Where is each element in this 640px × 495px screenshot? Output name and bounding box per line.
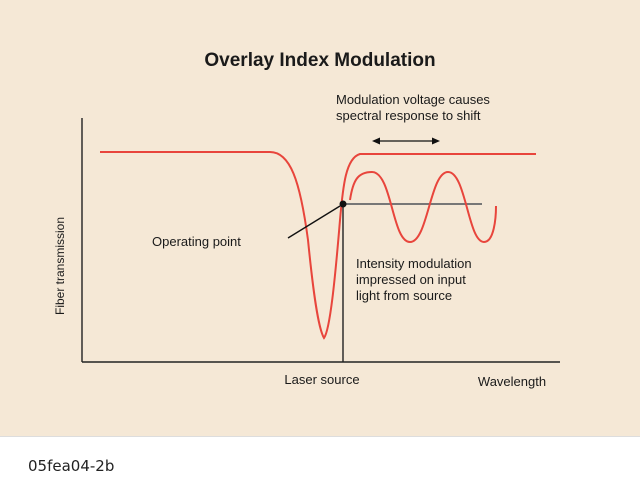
- operating-point-marker: [339, 200, 347, 208]
- operating-point-label: Operating point: [152, 234, 241, 249]
- diagram-canvas: Overlay Index Modulation Modulation volt…: [53, 50, 560, 389]
- x-axis-label: Wavelength: [478, 374, 546, 389]
- shift-annotation-line2: spectral response to shift: [336, 108, 481, 123]
- shift-arrow-right-head: [432, 137, 440, 145]
- y-axis-label: Fiber transmission: [53, 217, 67, 315]
- shift-arrow-left-head: [372, 137, 380, 145]
- intensity-modulation-wave: [349, 170, 497, 244]
- shift-annotation-line1: Modulation voltage causes: [336, 92, 490, 107]
- intensity-annotation-line1: Intensity modulation: [356, 256, 472, 271]
- intensity-annotation-line2: impressed on input: [356, 272, 466, 287]
- laser-source-label: Laser source: [284, 372, 359, 387]
- diagram-title: Overlay Index Modulation: [204, 50, 435, 71]
- transmission-curve: [100, 151, 536, 340]
- diagram-figure: Overlay Index Modulation Modulation volt…: [0, 0, 640, 436]
- operating-point-leader: [287, 205, 341, 239]
- figure-caption: 05fea04-2b: [28, 457, 115, 475]
- intensity-annotation-line3: light from source: [356, 288, 452, 303]
- caption-bar: 05fea04-2b: [0, 436, 640, 495]
